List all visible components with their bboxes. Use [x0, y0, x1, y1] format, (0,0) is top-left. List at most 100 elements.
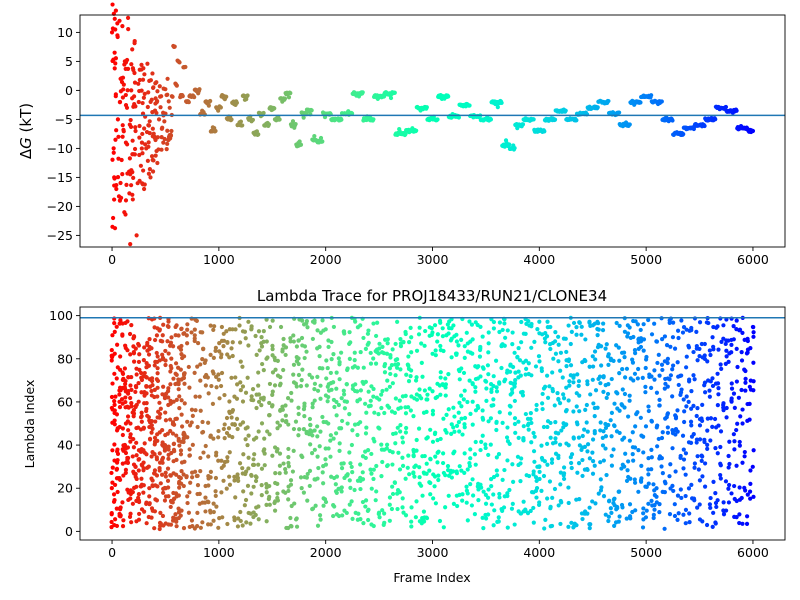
lambda-point: [157, 415, 162, 420]
lambda-point: [363, 498, 369, 503]
x-tick-label: 4000: [523, 252, 555, 267]
lambda-point: [599, 363, 604, 368]
lambda-point: [444, 412, 449, 417]
lambda-point: [160, 513, 166, 519]
lambda-point: [299, 335, 305, 341]
lambda-point: [481, 526, 486, 531]
lambda-point: [323, 462, 329, 467]
lambda-point: [241, 452, 246, 457]
lambda-point: [149, 506, 155, 511]
lambda-point: [114, 523, 120, 529]
lambda-point: [665, 425, 670, 430]
delta-g-point: [112, 226, 118, 231]
lambda-point: [705, 446, 710, 451]
lambda-point: [751, 330, 756, 335]
lambda-point: [548, 346, 553, 352]
lambda-point: [120, 524, 126, 529]
lambda-point: [246, 466, 251, 471]
lambda-point: [713, 491, 718, 496]
lambda-point: [561, 465, 567, 470]
lambda-point: [179, 468, 184, 474]
lambda-point: [178, 347, 184, 352]
lambda-point: [131, 349, 136, 355]
lambda-point: [631, 378, 636, 383]
lambda-point: [558, 350, 564, 355]
lambda-point: [678, 453, 683, 459]
lambda-point: [665, 360, 670, 366]
lambda-point: [638, 327, 643, 333]
lambda-point: [671, 488, 676, 494]
lambda-point: [706, 320, 711, 326]
lambda-point: [541, 424, 547, 430]
lambda-point: [232, 478, 237, 483]
delta-g-point: [146, 140, 151, 145]
lambda-point: [233, 327, 238, 332]
lambda-point: [585, 379, 590, 384]
lambda-point: [318, 429, 323, 434]
lambda-point: [155, 354, 160, 359]
lambda-point: [238, 388, 243, 393]
lambda-point: [451, 405, 456, 410]
delta-g-point: [507, 142, 512, 147]
lambda-point: [513, 378, 518, 383]
lambda-point: [713, 520, 718, 525]
delta-g-point: [115, 21, 120, 26]
lambda-point: [289, 390, 294, 396]
lambda-point: [117, 392, 122, 397]
lambda-point: [625, 334, 630, 339]
lambda-point: [700, 402, 705, 407]
lambda-point: [630, 430, 635, 435]
lambda-point: [167, 417, 173, 422]
lambda-point: [656, 436, 661, 442]
lambda-point: [256, 392, 262, 397]
lambda-point: [380, 344, 385, 350]
delta-g-point: [140, 151, 145, 156]
lambda-point: [654, 494, 659, 499]
delta-g-point: [115, 117, 121, 122]
lambda-point: [249, 326, 254, 331]
lambda-point: [401, 340, 406, 345]
lambda-point: [424, 436, 429, 441]
lambda-point: [491, 383, 496, 389]
lambda-point: [386, 405, 392, 410]
lambda-point: [361, 521, 366, 526]
lambda-point: [430, 408, 436, 414]
lambda-point: [177, 485, 182, 490]
x-tick-label: 1000: [203, 545, 235, 560]
lambda-point: [398, 429, 403, 434]
lambda-point: [417, 325, 422, 330]
x-tick-label: 1000: [203, 252, 235, 267]
lambda-point: [219, 490, 224, 495]
lambda-point: [532, 459, 537, 464]
lambda-point: [198, 455, 203, 461]
lambda-point: [398, 423, 403, 428]
lambda-point: [460, 492, 465, 497]
delta-g-point: [144, 129, 150, 135]
lambda-point: [601, 389, 606, 395]
lambda-point: [142, 509, 147, 514]
lambda-point: [165, 389, 171, 394]
lambda-point: [149, 346, 154, 351]
lambda-point: [496, 452, 502, 457]
lambda-point: [740, 421, 745, 426]
lambda-point: [438, 370, 443, 375]
lambda-point: [336, 356, 341, 361]
lambda-point: [286, 446, 291, 452]
lambda-point: [136, 468, 141, 473]
delta-g-point: [224, 94, 229, 99]
lambda-point: [185, 341, 190, 346]
delta-g-point: [159, 147, 164, 152]
lambda-point: [315, 374, 320, 380]
delta-g-point: [147, 119, 152, 124]
lambda-point: [133, 471, 138, 477]
lambda-point: [371, 476, 376, 482]
lambda-point: [168, 398, 173, 403]
lambda-point: [203, 443, 208, 449]
lambda-point: [445, 463, 451, 469]
lambda-point: [113, 394, 118, 399]
lambda-point: [568, 363, 574, 368]
lambda-point: [146, 363, 152, 368]
delta-g-point: [132, 39, 137, 44]
lambda-point: [400, 440, 406, 445]
lambda-point: [115, 489, 120, 495]
